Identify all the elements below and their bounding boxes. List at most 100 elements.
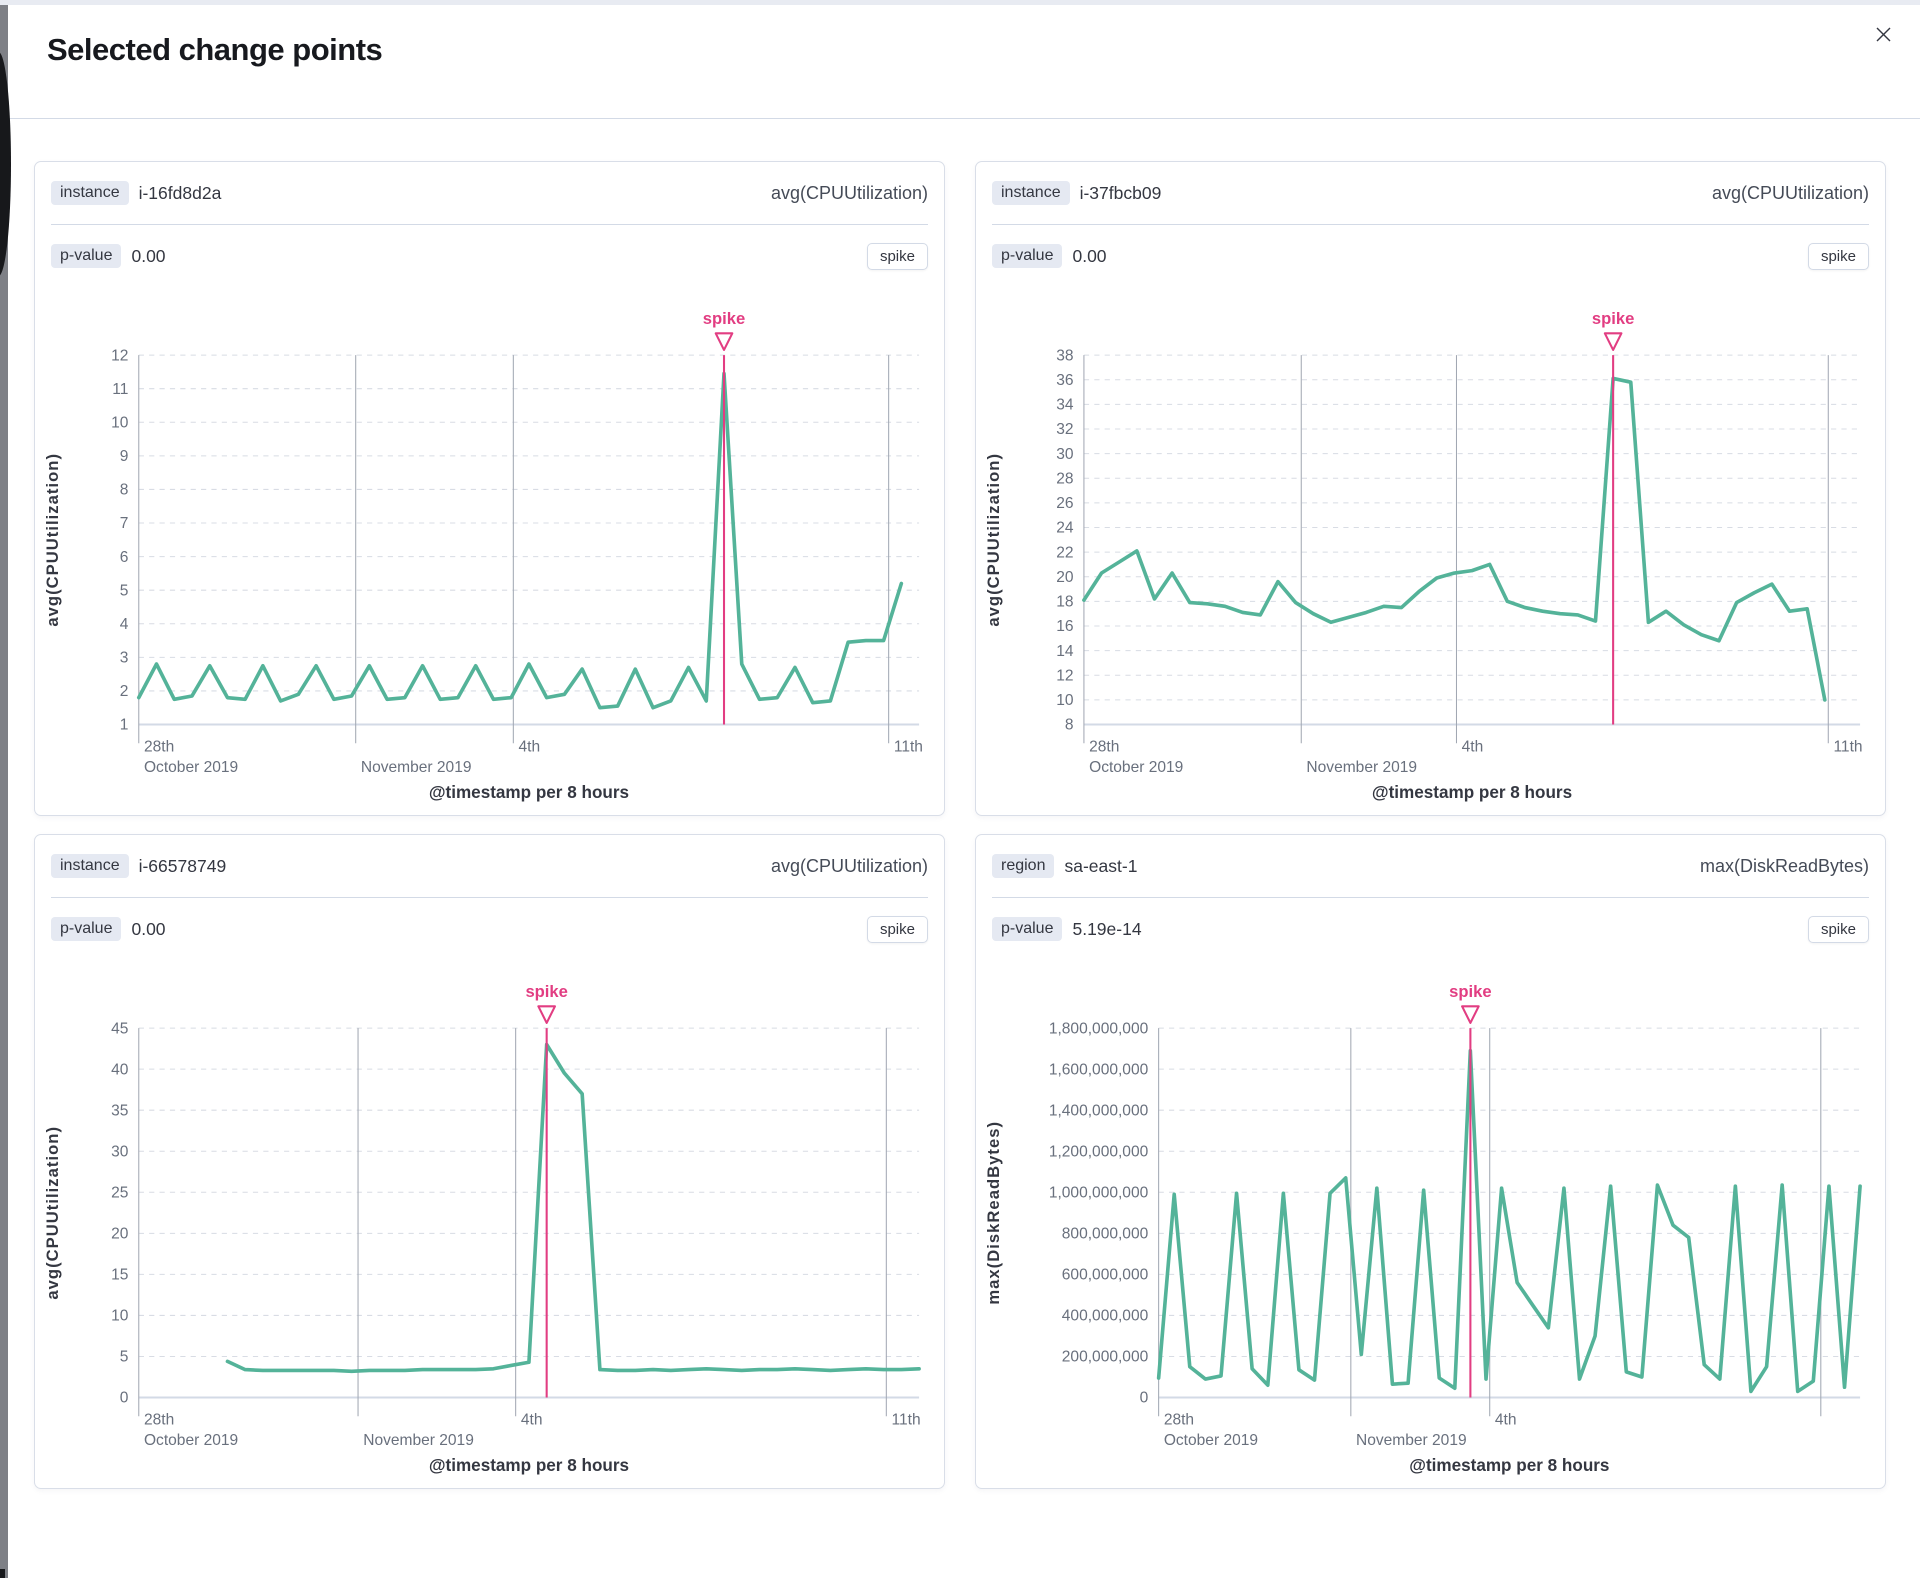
page-left-edge (0, 5, 8, 1578)
panel-header-row: instance i-16fd8d2a avg(CPUUtilization) (35, 162, 944, 224)
svg-text:11: 11 (112, 381, 128, 398)
p-value: 5.19e-14 (1072, 918, 1142, 939)
svg-text:28th: 28th (144, 1411, 174, 1428)
svg-text:22: 22 (1056, 544, 1073, 561)
svg-text:0: 0 (1140, 1390, 1149, 1407)
svg-text:October 2019: October 2019 (144, 759, 238, 776)
panel-pvalue-row: p-value 5.19e-14 spike (976, 898, 1885, 960)
svg-text:@timestamp per 8 hours: @timestamp per 8 hours (1372, 783, 1572, 802)
svg-text:4th: 4th (1495, 1411, 1517, 1428)
svg-text:20: 20 (111, 1226, 129, 1243)
metric-label: avg(CPUUtilization) (770, 182, 928, 203)
svg-text:10: 10 (111, 1308, 129, 1325)
svg-text:4th: 4th (519, 738, 541, 755)
svg-text:October 2019: October 2019 (1089, 759, 1183, 776)
svg-text:34: 34 (1056, 397, 1074, 414)
background-button-sliver (0, 52, 11, 276)
svg-text:8: 8 (1065, 717, 1074, 734)
spike-type-button[interactable]: spike (866, 915, 928, 943)
p-value: 0.00 (1072, 245, 1107, 266)
panel-pvalue-row: p-value 0.00 spike (35, 225, 944, 287)
svg-text:10: 10 (111, 414, 129, 431)
svg-text:24: 24 (1056, 520, 1074, 537)
svg-text:1,400,000,000: 1,400,000,000 (1049, 1102, 1149, 1119)
svg-text:October 2019: October 2019 (144, 1432, 238, 1449)
svg-text:40: 40 (111, 1061, 129, 1078)
svg-text:400,000,000: 400,000,000 (1062, 1308, 1149, 1325)
metric-label: avg(CPUUtilization) (770, 855, 928, 876)
panel-divider (51, 897, 928, 898)
svg-text:1,000,000,000: 1,000,000,000 (1049, 1184, 1149, 1201)
p-value: 0.00 (131, 245, 166, 266)
svg-text:38: 38 (1056, 347, 1073, 364)
svg-text:4th: 4th (521, 1411, 543, 1428)
svg-text:spike: spike (525, 982, 567, 1001)
svg-text:600,000,000: 600,000,000 (1062, 1267, 1149, 1284)
svg-text:max(DiskReadBytes): max(DiskReadBytes) (984, 1121, 1003, 1305)
svg-text:11th: 11th (892, 1411, 921, 1428)
svg-text:32: 32 (1056, 421, 1073, 438)
svg-text:1,800,000,000: 1,800,000,000 (1049, 1020, 1149, 1037)
svg-text:7: 7 (120, 515, 129, 532)
svg-text:15: 15 (111, 1267, 128, 1284)
svg-text:11th: 11th (894, 738, 923, 755)
svg-text:11th: 11th (1833, 738, 1862, 755)
page-title: Selected change points (47, 32, 383, 67)
svg-text:18: 18 (1056, 594, 1073, 611)
change-point-panel: region sa-east-1 max(DiskReadBytes) p-va… (975, 834, 1886, 1489)
field-badge: instance (992, 181, 1070, 205)
svg-text:35: 35 (111, 1102, 128, 1119)
svg-text:20: 20 (1056, 569, 1074, 586)
field-value: i-66578749 (138, 855, 227, 876)
svg-text:5: 5 (120, 1349, 129, 1366)
change-point-chart: 0 5 10 15 20 25 30 35 40 45 28th October 2019 Novemb… (43, 982, 921, 1475)
svg-text:@timestamp per 8 hours: @timestamp per 8 hours (1409, 1456, 1609, 1475)
field-badge: instance (51, 181, 129, 205)
svg-text:14: 14 (1056, 643, 1074, 660)
svg-text:avg(CPUUtilization): avg(CPUUtilization) (43, 453, 62, 627)
svg-text:November 2019: November 2019 (1306, 759, 1417, 776)
svg-text:avg(CPUUtilization): avg(CPUUtilization) (43, 1126, 62, 1300)
svg-text:November 2019: November 2019 (363, 1432, 474, 1449)
panel-divider (51, 224, 928, 225)
svg-text:2: 2 (120, 683, 129, 700)
svg-text:1: 1 (120, 717, 129, 734)
svg-text:October 2019: October 2019 (1164, 1432, 1258, 1449)
spike-type-button[interactable]: spike (866, 242, 928, 270)
svg-text:spike: spike (703, 309, 745, 328)
change-point-panel: instance i-16fd8d2a avg(CPUUtilization) … (34, 161, 945, 816)
change-point-panel: instance i-37fbcb09 avg(CPUUtilization) … (975, 161, 1886, 816)
svg-text:16: 16 (1056, 618, 1073, 635)
change-point-chart: 0 200,000,000 400,000,000 600,000,000 800,00… (984, 982, 1862, 1475)
panel-pvalue-row: p-value 0.00 spike (35, 898, 944, 960)
field-value: i-16fd8d2a (138, 182, 222, 203)
svg-text:avg(CPUUtilization): avg(CPUUtilization) (984, 453, 1003, 627)
p-value-badge: p-value (51, 244, 122, 268)
svg-text:1,600,000,000: 1,600,000,000 (1049, 1061, 1149, 1078)
close-icon[interactable] (1869, 20, 1898, 49)
svg-text:12: 12 (111, 347, 128, 364)
svg-text:4th: 4th (1462, 738, 1484, 755)
p-value: 0.00 (131, 918, 166, 939)
spike-type-button[interactable]: spike (1807, 242, 1869, 270)
svg-text:30: 30 (1056, 446, 1074, 463)
svg-text:@timestamp per 8 hours: @timestamp per 8 hours (429, 1456, 629, 1475)
svg-text:25: 25 (111, 1184, 128, 1201)
svg-text:28: 28 (1056, 470, 1073, 487)
change-point-chart: 8 10 12 14 16 18 20 22 24 26 28 30 32 34 36 38 28th Octob… (984, 309, 1863, 802)
overlay-top-edge (0, 0, 1920, 5)
p-value-badge: p-value (992, 917, 1063, 941)
background-bottom-sliver (0, 1569, 5, 1578)
svg-text:November 2019: November 2019 (361, 759, 472, 776)
p-value-badge: p-value (992, 244, 1063, 268)
spike-type-button[interactable]: spike (1807, 915, 1869, 943)
svg-text:9: 9 (120, 448, 129, 465)
change-point-panels-grid: instance i-16fd8d2a avg(CPUUtilization) … (0, 119, 1920, 1489)
svg-text:@timestamp per 8 hours: @timestamp per 8 hours (429, 783, 629, 802)
svg-text:3: 3 (120, 650, 129, 667)
panel-header-row: instance i-66578749 avg(CPUUtilization) (35, 835, 944, 897)
svg-text:10: 10 (1056, 692, 1074, 709)
svg-text:36: 36 (1056, 372, 1073, 389)
svg-text:30: 30 (111, 1143, 129, 1160)
svg-text:28th: 28th (1089, 738, 1119, 755)
